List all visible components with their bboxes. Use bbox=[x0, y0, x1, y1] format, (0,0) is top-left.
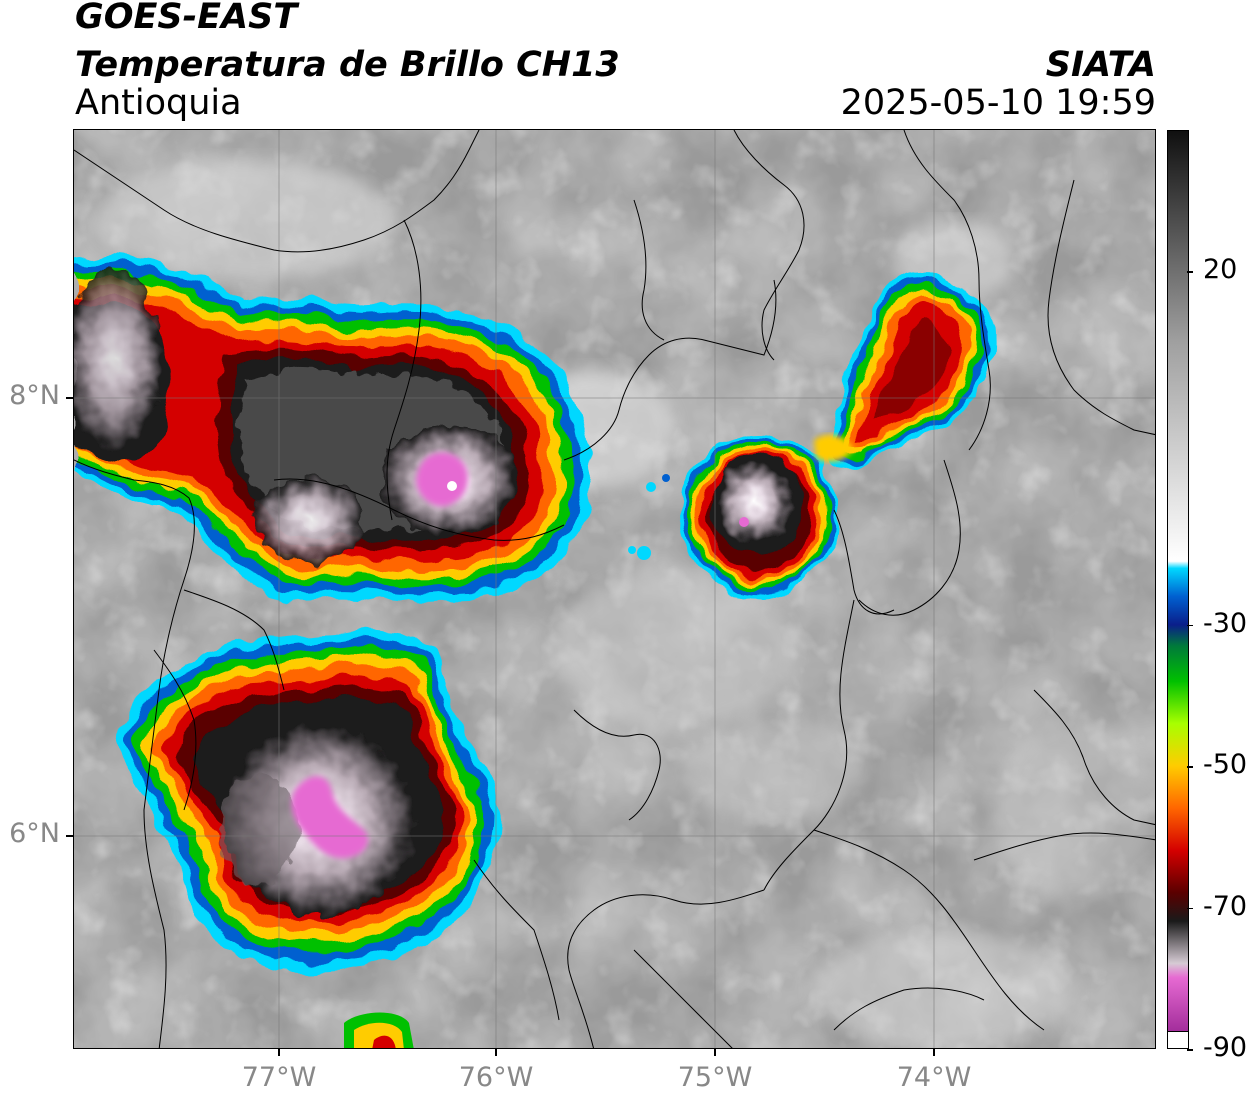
colorbar-label: -70 bbox=[1203, 890, 1248, 922]
temperature-colorbar bbox=[1167, 130, 1189, 1049]
lon-tick-77w bbox=[278, 1049, 280, 1056]
colorbar-tick bbox=[1187, 907, 1193, 910]
colorbar-tick bbox=[1187, 766, 1193, 768]
lat-tick-6n bbox=[66, 835, 73, 837]
colorbar-tick bbox=[1187, 1049, 1193, 1051]
colorbar-label: -50 bbox=[1203, 749, 1248, 781]
colorbar-tick bbox=[1187, 271, 1193, 273]
satellite-title: GOES-EAST bbox=[75, 0, 298, 37]
lat-label-8n: 8°N bbox=[9, 380, 60, 411]
colorbar-tick bbox=[1187, 624, 1193, 627]
lon-label-76w: 76°W bbox=[458, 1062, 534, 1093]
lon-label-77w: 77°W bbox=[241, 1062, 317, 1093]
product-title: Temperatura de Brillo CH13 bbox=[75, 45, 620, 85]
region-label: Antioquia bbox=[75, 83, 242, 123]
lon-tick-75w bbox=[714, 1049, 716, 1056]
datetime-label: 2025-05-10 19:59 bbox=[840, 83, 1156, 123]
brightness-temperature-image bbox=[74, 130, 1155, 1048]
lat-label-6n: 6°N bbox=[9, 818, 60, 849]
lat-tick-8n bbox=[66, 397, 73, 399]
lon-label-74w: 74°W bbox=[896, 1062, 972, 1093]
colorbar-label: 20 bbox=[1203, 254, 1238, 286]
lon-label-75w: 75°W bbox=[677, 1062, 753, 1093]
satellite-map[interactable] bbox=[73, 129, 1156, 1049]
colorbar-out-of-range bbox=[1168, 1031, 1188, 1048]
colorbar-label: -30 bbox=[1203, 607, 1248, 639]
lon-tick-76w bbox=[495, 1049, 497, 1056]
storm-cell-sur-bolivar bbox=[824, 270, 995, 469]
colorbar-label: -90 bbox=[1203, 1032, 1248, 1063]
organization-label: SIATA bbox=[1045, 45, 1156, 85]
lon-tick-74w bbox=[933, 1049, 935, 1056]
overshooting-top-2 bbox=[291, 776, 368, 859]
overshooting-top-1 bbox=[416, 452, 468, 507]
department-boundaries bbox=[74, 130, 1155, 1048]
